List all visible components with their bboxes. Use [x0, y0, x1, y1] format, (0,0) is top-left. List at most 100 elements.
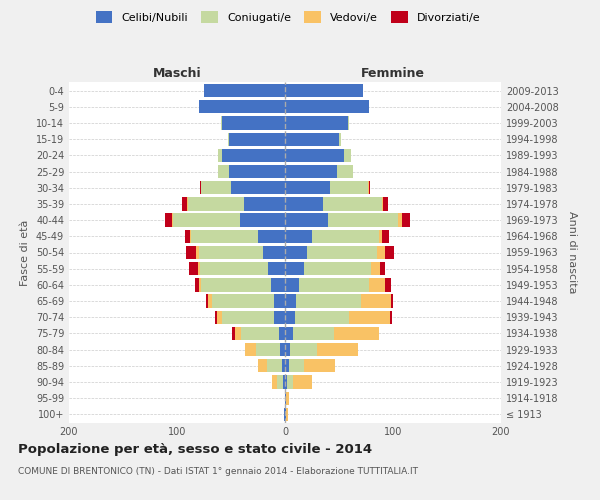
- Text: Popolazione per età, sesso e stato civile - 2014: Popolazione per età, sesso e stato civil…: [18, 442, 372, 456]
- Bar: [285, 310, 295, 324]
- Bar: [398, 214, 401, 227]
- Bar: [235, 327, 241, 340]
- Bar: [232, 327, 235, 340]
- Bar: [200, 262, 268, 276]
- Y-axis label: Anni di nascita: Anni di nascita: [567, 211, 577, 294]
- Bar: [188, 198, 244, 210]
- Text: Femmine: Femmine: [361, 67, 425, 80]
- Bar: [385, 246, 394, 259]
- Bar: [206, 294, 208, 308]
- Bar: [285, 100, 369, 114]
- Bar: [185, 246, 196, 259]
- Bar: [282, 359, 285, 372]
- Bar: [368, 181, 369, 194]
- Bar: [199, 100, 285, 114]
- Bar: [369, 181, 370, 194]
- Bar: [349, 310, 390, 324]
- Bar: [323, 198, 382, 210]
- Text: COMUNE DI BRENTONICO (TN) - Dati ISTAT 1° gennaio 2014 - Elaborazione TUTTITALIA: COMUNE DI BRENTONICO (TN) - Dati ISTAT 1…: [18, 468, 418, 476]
- Bar: [312, 230, 379, 243]
- Bar: [377, 246, 385, 259]
- Bar: [285, 214, 328, 227]
- Bar: [283, 376, 285, 388]
- Bar: [391, 294, 393, 308]
- Bar: [215, 310, 217, 324]
- Bar: [228, 132, 229, 146]
- Bar: [304, 262, 371, 276]
- Bar: [293, 327, 334, 340]
- Bar: [197, 262, 200, 276]
- Bar: [263, 246, 285, 259]
- Bar: [191, 230, 258, 243]
- Bar: [182, 198, 187, 210]
- Bar: [287, 376, 293, 388]
- Bar: [285, 165, 337, 178]
- Bar: [361, 294, 391, 308]
- Bar: [208, 294, 212, 308]
- Bar: [165, 214, 172, 227]
- Bar: [217, 310, 223, 324]
- Bar: [331, 181, 368, 194]
- Bar: [286, 408, 288, 421]
- Bar: [285, 294, 296, 308]
- Bar: [229, 132, 285, 146]
- Bar: [223, 148, 285, 162]
- Bar: [285, 327, 293, 340]
- Bar: [245, 343, 256, 356]
- Bar: [285, 246, 307, 259]
- Bar: [229, 165, 285, 178]
- Bar: [218, 165, 229, 178]
- Bar: [286, 392, 289, 405]
- Bar: [401, 214, 410, 227]
- Bar: [380, 262, 385, 276]
- Text: Maschi: Maschi: [152, 67, 202, 80]
- Bar: [274, 294, 285, 308]
- Bar: [280, 343, 285, 356]
- Bar: [334, 327, 379, 340]
- Bar: [285, 359, 289, 372]
- Bar: [187, 198, 188, 210]
- Bar: [285, 148, 344, 162]
- Bar: [379, 230, 382, 243]
- Bar: [284, 408, 285, 421]
- Y-axis label: Fasce di età: Fasce di età: [20, 220, 30, 286]
- Bar: [199, 278, 201, 291]
- Bar: [285, 116, 347, 130]
- Bar: [285, 376, 287, 388]
- Bar: [277, 376, 283, 388]
- Bar: [268, 262, 285, 276]
- Bar: [285, 262, 304, 276]
- Bar: [256, 343, 280, 356]
- Bar: [289, 359, 304, 372]
- Bar: [244, 198, 285, 210]
- Bar: [382, 230, 389, 243]
- Bar: [278, 327, 285, 340]
- Bar: [190, 230, 191, 243]
- Bar: [347, 116, 349, 130]
- Bar: [285, 230, 312, 243]
- Bar: [285, 198, 323, 210]
- Bar: [212, 294, 274, 308]
- Bar: [185, 230, 190, 243]
- Bar: [371, 262, 380, 276]
- Bar: [290, 343, 317, 356]
- Bar: [223, 116, 285, 130]
- Bar: [285, 181, 331, 194]
- Bar: [196, 278, 199, 291]
- Bar: [266, 359, 282, 372]
- Bar: [172, 214, 173, 227]
- Bar: [339, 132, 341, 146]
- Bar: [199, 246, 263, 259]
- Bar: [231, 181, 285, 194]
- Bar: [241, 327, 278, 340]
- Bar: [328, 214, 398, 227]
- Bar: [344, 148, 351, 162]
- Bar: [223, 310, 274, 324]
- Bar: [299, 278, 369, 291]
- Bar: [296, 294, 361, 308]
- Bar: [293, 376, 312, 388]
- Bar: [390, 310, 392, 324]
- Bar: [285, 132, 339, 146]
- Bar: [285, 408, 286, 421]
- Bar: [274, 310, 285, 324]
